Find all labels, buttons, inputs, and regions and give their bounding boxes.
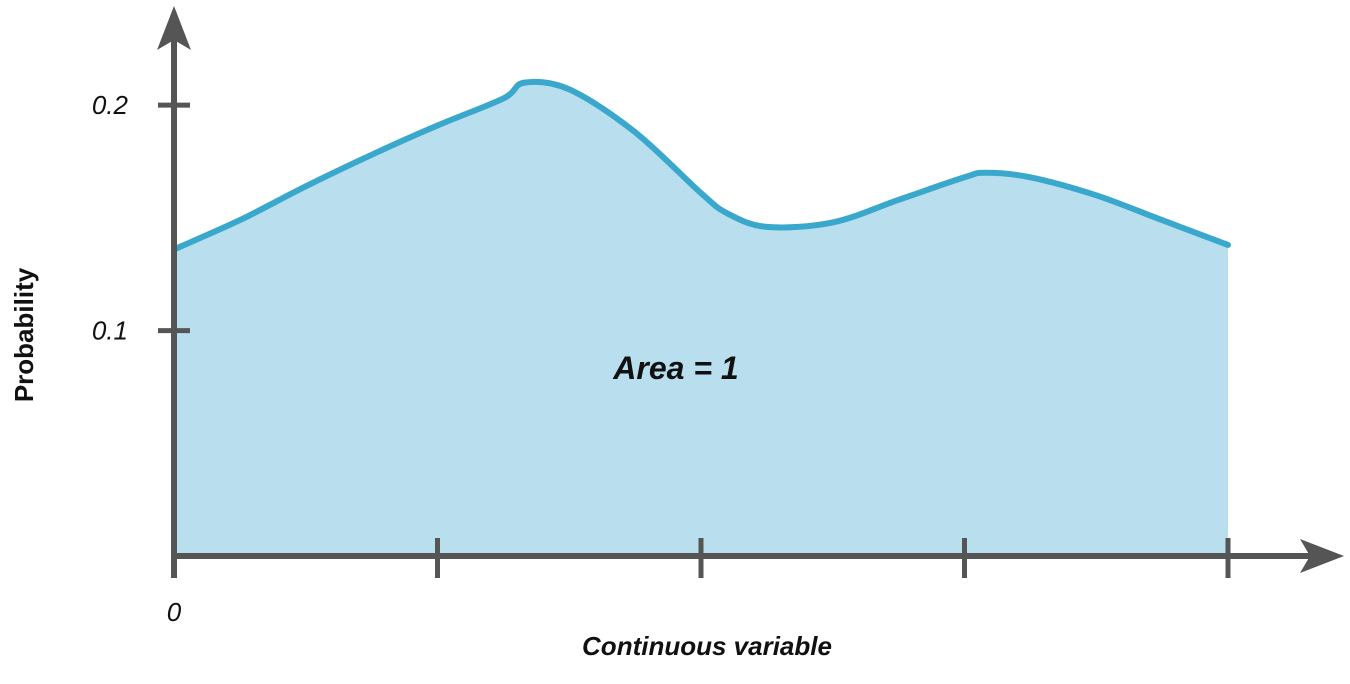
- labels: 0 0.1 0.2 Continuous variable Probability Are…: [9, 90, 832, 661]
- plot-area: [171, 78, 1231, 557]
- x-tick-label: 0: [167, 597, 182, 627]
- y-tick-label: 0.2: [92, 90, 129, 120]
- x-axis-title: Continuous variable: [582, 631, 832, 661]
- y-axis-arrow: [157, 6, 191, 50]
- y-tick-label: 0.1: [92, 316, 128, 346]
- density-curve-line: [171, 78, 1231, 253]
- density-area-fill: [174, 81, 1228, 557]
- axes: [157, 6, 1344, 578]
- x-axis-arrow: [1300, 539, 1344, 573]
- y-axis-title: Probability: [9, 267, 39, 402]
- area-annotation: Area = 1: [612, 350, 738, 386]
